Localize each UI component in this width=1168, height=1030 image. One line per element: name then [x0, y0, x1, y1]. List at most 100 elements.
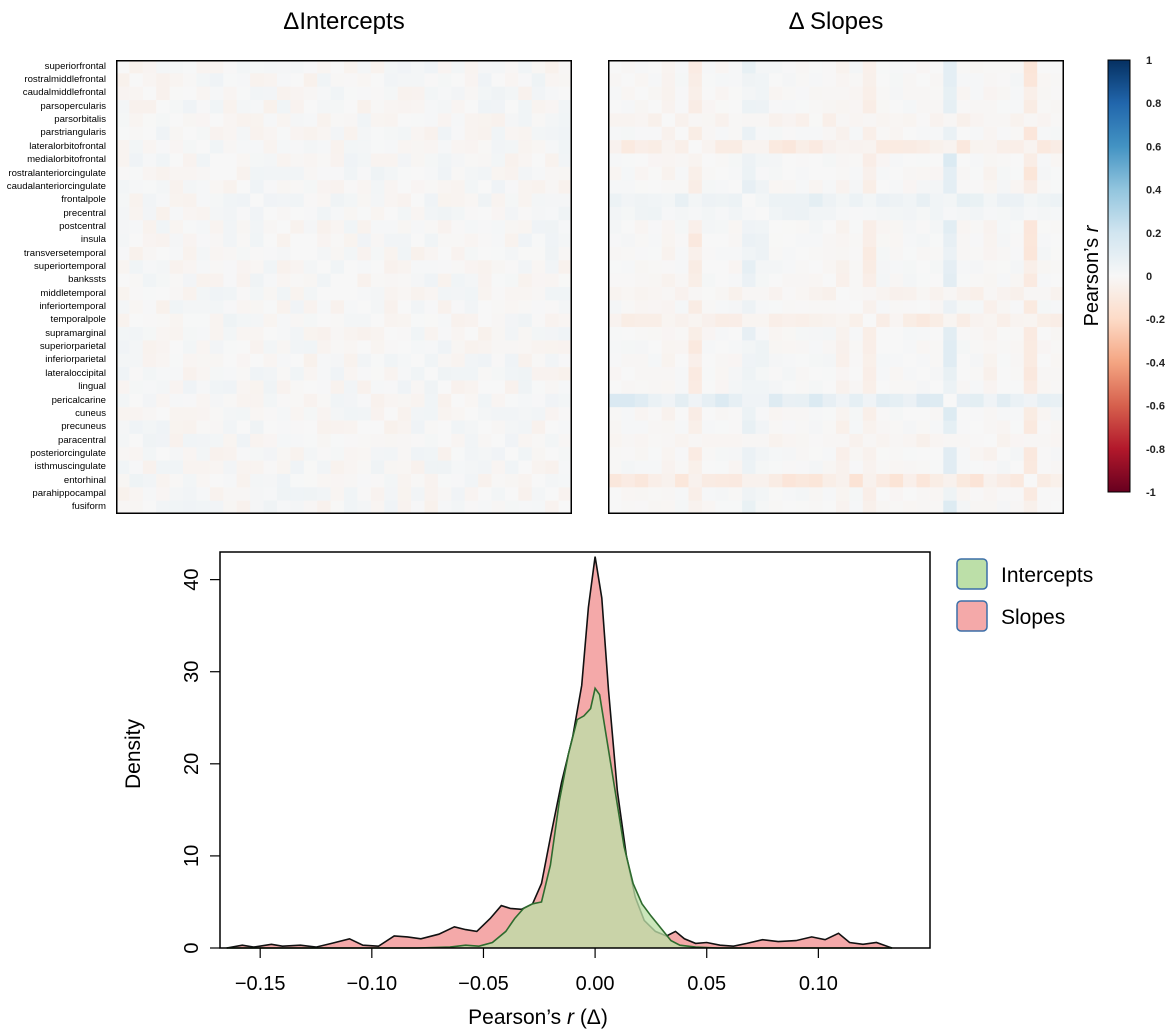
heatmap-cell: [742, 407, 757, 422]
heatmap-cell: [437, 260, 452, 275]
heatmap-cell: [929, 393, 944, 408]
heatmap-cell: [916, 233, 931, 248]
heatmap-cell: [728, 313, 743, 328]
heatmap-cell: [169, 313, 184, 328]
heatmap-cell: [263, 193, 278, 208]
heatmap-cell: [836, 353, 850, 368]
heatmap-cell: [397, 407, 412, 422]
heatmap-cell: [263, 60, 278, 74]
heatmap-cell: [330, 60, 345, 74]
heatmap-cell: [196, 246, 211, 261]
heatmap-cell: [518, 193, 533, 208]
heatmap-cell: [357, 327, 372, 341]
heatmap-cell: [970, 126, 985, 141]
heatmap-cell: [809, 193, 824, 208]
heatmap-cell: [116, 206, 130, 221]
heatmap-cell: [236, 206, 251, 221]
x-tick-label: −0.05: [458, 973, 509, 995]
heatmap-cell: [263, 447, 278, 462]
heatmap-cell: [1010, 206, 1025, 221]
region-label: postcentral: [59, 220, 106, 232]
heatmap-cell: [1037, 313, 1052, 328]
heatmap-cell: [558, 300, 572, 315]
heatmap-cell: [916, 60, 931, 74]
heatmap-cell: [621, 447, 636, 462]
heatmap-cell: [183, 340, 197, 355]
heatmap-cell: [397, 246, 412, 261]
heatmap-cell: [116, 447, 130, 462]
heatmap-cell: [116, 86, 130, 101]
heatmap-cell: [156, 380, 171, 395]
heatmap-cell: [183, 233, 197, 248]
heatmap-cell: [129, 260, 144, 275]
heatmap-cell: [236, 433, 251, 448]
heatmap-cell: [290, 140, 305, 154]
heatmap-cell: [531, 433, 546, 448]
heatmap-cell: [116, 300, 130, 315]
heatmap-cell: [849, 100, 864, 114]
heatmap-cell: [209, 113, 224, 128]
heatmap-cell: [330, 340, 345, 355]
colorbar-gradient: [1107, 59, 1131, 493]
heatmap-cell: [755, 193, 770, 208]
heatmap-cell: [478, 433, 493, 448]
heatmap-cell: [1050, 73, 1064, 88]
heatmap-cell: [862, 473, 877, 488]
heatmap-cell: [809, 206, 824, 221]
heatmap-cell: [236, 447, 251, 462]
heatmap-cell: [836, 153, 850, 168]
heatmap-cell: [648, 73, 663, 88]
heatmap-cell: [1050, 353, 1064, 368]
colorbar-tick-label: 0.4: [1146, 185, 1162, 197]
region-label: insula: [80, 234, 106, 246]
heatmap-cell: [956, 327, 971, 341]
heatmap-cell: [755, 420, 770, 435]
heatmap-cell: [183, 380, 197, 395]
heatmap-cell: [661, 193, 676, 208]
legend-label-slopes: Slopes: [1001, 606, 1065, 629]
heatmap-cell: [849, 166, 864, 181]
heatmap-cell: [196, 487, 211, 502]
region-label: posteriorcingulate: [30, 447, 106, 459]
heatmap-cell: [250, 287, 265, 301]
colorbar: 10.80.60.40.20-0.2-0.4-0.6-0.8-1 Pearson…: [1081, 55, 1166, 499]
heatmap-cell: [608, 113, 622, 128]
heatmap-cell: [263, 500, 278, 514]
heatmap-cell: [916, 100, 931, 114]
heatmap-cell: [956, 153, 971, 168]
heatmap-cell: [236, 166, 251, 181]
heatmap-cell: [437, 380, 452, 395]
heatmap-cell: [196, 260, 211, 275]
heatmap-cell: [504, 260, 519, 275]
heatmap-cell: [983, 140, 998, 154]
heatmap-cell: [648, 367, 663, 381]
heatmap-cell: [250, 60, 265, 74]
heatmap-cell: [531, 180, 546, 195]
heatmap-cell: [688, 113, 703, 128]
heatmap-cell: [317, 260, 332, 275]
heatmap-cell: [384, 487, 399, 502]
heatmap-cell: [728, 126, 743, 141]
heatmap-cell: [451, 367, 466, 381]
heatmap-cell: [384, 73, 399, 88]
heatmap-cell: [970, 180, 985, 195]
heatmap-cell: [1010, 473, 1025, 488]
heatmap-cell: [742, 313, 757, 328]
heatmap-cell: [424, 433, 439, 448]
heatmap-cell: [196, 153, 211, 168]
heatmap-cell: [129, 100, 144, 114]
heatmap-cell: [943, 287, 958, 301]
heatmap-cell: [276, 380, 291, 395]
heatmap-cell: [236, 380, 251, 395]
heatmap-cell: [370, 367, 385, 381]
heatmap-cell: [916, 300, 931, 315]
heatmap-cell: [822, 193, 837, 208]
heatmap-cell: [715, 273, 730, 288]
heatmap-cell: [209, 260, 224, 275]
heatmap-cell: [876, 500, 891, 514]
heatmap-cell: [491, 420, 506, 435]
heatmap-cell: [263, 340, 278, 355]
heatmap-cell: [648, 420, 663, 435]
heatmap-cell: [370, 60, 385, 74]
heatmap-cell: [836, 140, 850, 154]
